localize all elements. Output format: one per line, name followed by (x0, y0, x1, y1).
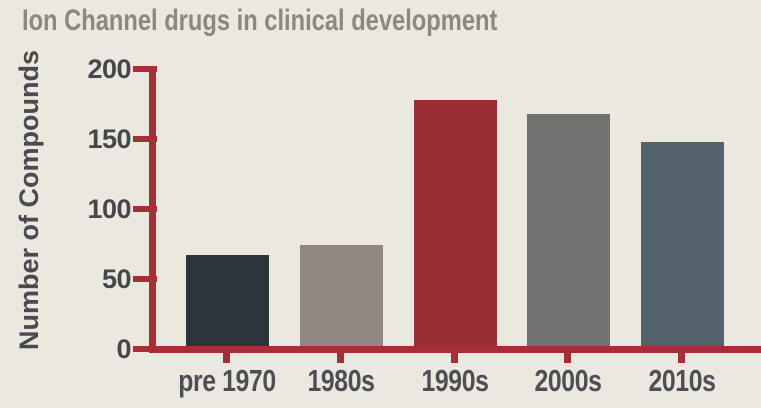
x-tick-label-1980s: 1980s (307, 363, 375, 398)
y-tick (133, 276, 157, 282)
x-tick (678, 346, 685, 363)
x-tick (337, 346, 344, 363)
chart-title: Ion Channel drugs in clinical developmen… (22, 4, 498, 37)
bar-pre-1970 (185, 255, 269, 346)
y-tick (133, 66, 157, 72)
x-tick-label-pre-1970: pre 1970 (178, 363, 276, 398)
y-tick (133, 206, 157, 212)
y-tick (133, 346, 157, 352)
x-tick-label-1990s: 1990s (421, 363, 489, 398)
bar-2010s (640, 142, 724, 346)
x-tick-label-2000s: 2000s (534, 363, 602, 398)
bar-1980s (299, 245, 383, 346)
y-tick-label: 150 (87, 124, 131, 154)
x-tick (564, 346, 571, 363)
y-tick-label: 200 (87, 54, 131, 84)
x-tick (451, 346, 458, 363)
x-tick (223, 346, 230, 363)
bar-2000s (526, 114, 610, 346)
x-tick-label-2010s: 2010s (648, 363, 716, 398)
y-tick-label: 0 (116, 334, 131, 364)
bar-1990s (413, 100, 497, 346)
y-tick-label: 50 (101, 264, 132, 294)
y-tick-label: 100 (87, 194, 131, 224)
y-tick (133, 136, 157, 142)
